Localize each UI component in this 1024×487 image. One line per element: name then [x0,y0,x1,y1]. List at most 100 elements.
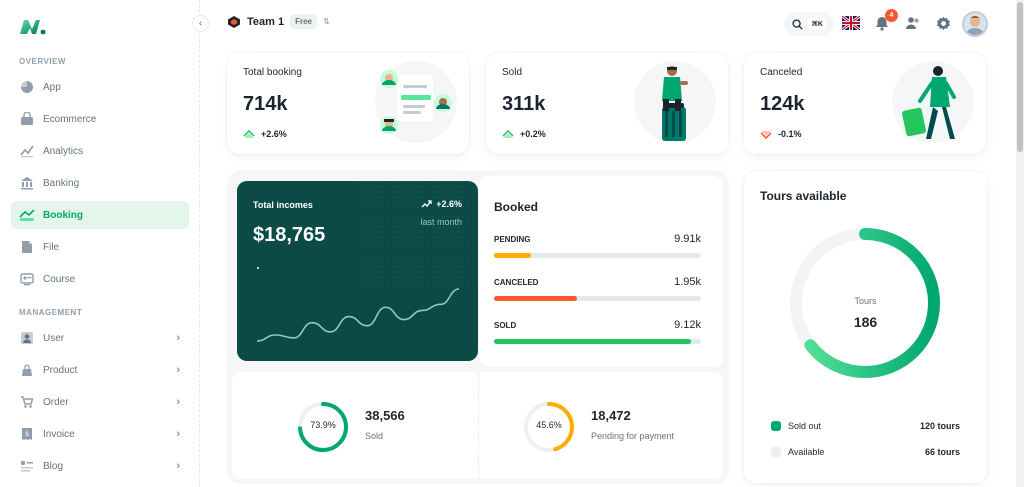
sidebar-item-label: File [43,241,60,253]
booked-card: Booked PENDING 9.91k CANCELED 1.95k SOLD 9.12… [479,176,723,367]
svg-text:$: $ [25,432,29,438]
progress-fill [494,253,532,258]
legend-swatch-available [771,447,781,457]
search-shortcut: ⌘K [808,18,826,30]
booked-row-label: CANCELED [494,278,539,287]
canceled-illustration [892,61,974,143]
booked-row-value: 9.12k [674,319,701,331]
trend-up-icon [243,129,255,138]
sidebar-item-label: Blog [43,460,64,472]
search-button[interactable]: ⌘K [784,12,834,36]
progress-ring [524,402,574,452]
sales-rings-card: 73.9% 38,566 Sold 45.6% 18,472 Pending for p… [232,372,723,479]
stat-trend: -0.1% [760,129,802,139]
team-name: Team 1 [247,15,285,28]
analytics-icon [19,144,35,158]
sparkline-path [256,288,460,342]
sidebar-item-label: Course [43,273,76,285]
notification-count-badge: 4 [885,9,898,22]
sidebar-item-user[interactable]: User › [11,324,189,352]
chevron-right-icon: › [176,396,180,408]
progress-fill [494,339,691,344]
management-section-label: MANAGEMENT [19,308,83,317]
stat-title: Total booking [243,67,302,78]
ring-value: 38,566 [365,408,405,423]
gear-icon [936,16,950,30]
progress-fill [494,296,577,301]
stat-trend-value: +0.2% [520,129,546,139]
booked-row-value: 9.91k [674,233,701,245]
legend-swatch-sold-out [771,421,781,431]
sidebar-item-label: Analytics [43,145,84,157]
ecommerce-icon [19,112,35,126]
page-scrollbar[interactable] [1016,0,1024,487]
ring-percent: 73.9% [310,420,336,430]
order-icon [19,395,35,409]
income-amount: $18,765 [253,224,326,246]
stat-trend: +2.6% [243,129,287,139]
sidebar-item-order[interactable]: Order › [11,388,189,416]
legend-label: Available [788,447,825,457]
file-icon [19,240,35,254]
sidebar-item-label: Invoice [43,428,75,440]
notifications-button[interactable] [873,14,891,32]
sidebar-item-course[interactable]: Course [11,265,189,293]
product-icon [19,363,35,377]
course-icon [19,272,35,286]
donut-sold-out-arc [790,228,940,378]
sidebar-item-blog[interactable]: Blog › [11,452,189,480]
tours-center-label: Tours [854,296,877,306]
stat-trend-value: -0.1% [778,129,802,139]
team-switcher[interactable]: Team 1 Free ⇅ [227,14,330,29]
stat-trend: +0.2% [502,129,546,139]
trend-down-icon [760,130,772,139]
progress-track [494,253,701,258]
language-flag-button[interactable] [842,14,860,32]
sidebar-item-invoice[interactable]: $ Invoice › [11,420,189,448]
app-icon [19,80,35,94]
uk-flag-icon [842,16,860,30]
chevron-up-down-icon: ⇅ [323,17,330,26]
scrollbar-thumb[interactable] [1017,2,1023,152]
progress-track [494,296,701,301]
sidebar-item-analytics[interactable]: Analytics [11,137,189,165]
sidebar-item-app[interactable]: App [11,73,189,101]
income-sparkline [256,267,460,342]
sidebar: OVERVIEW App Ecommerce Analytics Banking… [0,0,200,487]
logo-icon[interactable] [18,16,46,36]
plan-badge: Free [290,14,317,29]
booking-illustration [375,61,457,143]
dot-pattern-background [357,181,478,291]
blog-icon [19,459,35,473]
chevron-right-icon: › [176,332,180,344]
stat-trend-value: +2.6% [261,129,287,139]
sidebar-item-label: Ecommerce [43,113,97,125]
legend-value: 66 tours [924,447,960,457]
chevron-right-icon: › [176,364,180,376]
sidebar-item-banking[interactable]: Banking [11,169,189,197]
stat-title: Canceled [760,67,803,78]
ring-caption: Sold [365,431,384,441]
progress-track [494,339,701,344]
sold-card: Sold 311k +0.2% [486,53,728,154]
sidebar-item-file[interactable]: File [11,233,189,261]
trend-up-arrow-icon [421,200,432,208]
sidebar-item-booking[interactable]: Booking [11,201,189,229]
pending-ring-block: 45.6% 18,472 Pending for payment [522,400,674,459]
sidebar-item-ecommerce[interactable]: Ecommerce [11,105,189,133]
collapse-sidebar-button[interactable]: ‹ [192,15,209,32]
stat-value: 714k [243,93,288,115]
contacts-icon [905,17,918,29]
booking-illustration-icon [380,70,452,134]
booked-row-value: 1.95k [674,276,701,288]
banking-icon [19,176,35,190]
total-booking-card: Total booking 714k +2.6% [227,53,469,154]
divider [478,372,479,479]
avatar[interactable] [962,11,988,37]
invoice-icon: $ [19,427,35,441]
bell-icon [876,16,888,31]
contacts-button[interactable] [903,14,921,32]
tours-center-value: 186 [853,314,878,330]
sidebar-item-product[interactable]: Product › [11,356,189,384]
settings-button[interactable] [934,14,952,32]
